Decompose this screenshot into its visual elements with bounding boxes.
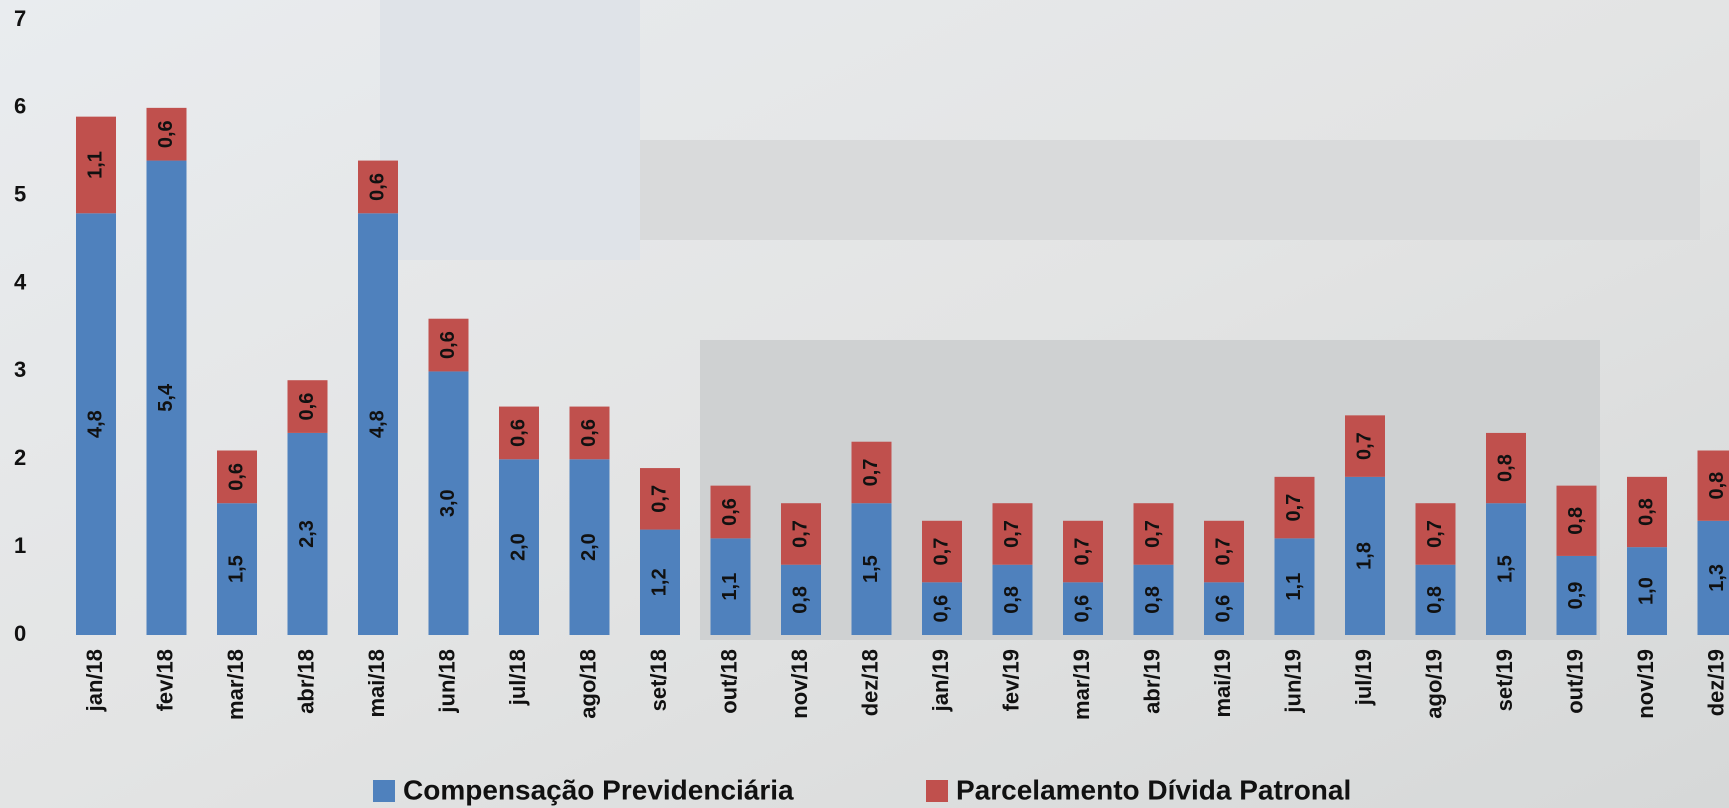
background-window (380, 0, 640, 260)
x-tick-label: dez/19 (1703, 649, 1728, 716)
y-tick-label: 5 (14, 182, 26, 207)
x-tick-label: jul/19 (1351, 649, 1376, 706)
data-label: 0,8 (1635, 498, 1657, 526)
y-tick-label: 1 (14, 533, 26, 558)
x-tick-label: abr/18 (293, 649, 318, 714)
x-tick-label: ago/18 (575, 649, 600, 719)
data-label: 0,8 (789, 586, 811, 614)
x-tick-label: out/19 (1562, 649, 1587, 714)
x-tick-label: mai/18 (364, 649, 389, 718)
data-label: 0,8 (1424, 586, 1446, 614)
data-label: 5,4 (155, 383, 177, 412)
data-label: 1,5 (225, 555, 247, 583)
data-label: 0,7 (1142, 520, 1164, 548)
data-label: 0,6 (225, 463, 247, 491)
chart: 0 1 2 3 4 5 6 7 4,8 1,1 jan/18 5,4 0,6 fev/18 1,5 0,6 ma… (0, 0, 1729, 808)
data-label: 2,0 (578, 533, 600, 561)
data-label: 2,0 (507, 533, 529, 561)
data-label: 0,6 (1212, 595, 1234, 623)
data-label: 0,7 (860, 459, 882, 487)
data-label: 1,0 (1635, 577, 1657, 605)
data-label: 0,6 (719, 498, 741, 526)
data-label: 0,7 (1071, 538, 1093, 566)
data-label: 0,6 (1071, 595, 1093, 623)
legend-label: Compensação Previdenciária (403, 774, 794, 805)
data-label: 0,7 (930, 538, 952, 566)
data-label: 1,1 (84, 151, 106, 179)
x-tick-label: dez/18 (857, 649, 882, 716)
data-label: 4,8 (84, 410, 106, 438)
data-label: 1,5 (860, 555, 882, 583)
x-tick-label: ago/19 (1421, 649, 1446, 719)
data-label: 0,6 (437, 331, 459, 359)
data-label: 0,7 (1424, 520, 1446, 548)
data-label: 0,9 (1565, 582, 1587, 610)
x-tick-label: nov/18 (787, 649, 812, 719)
data-label: 0,7 (1353, 432, 1375, 460)
x-tick-label: fev/18 (152, 649, 177, 711)
data-label: 0,7 (1001, 520, 1023, 548)
data-label: 0,6 (366, 173, 388, 201)
data-label: 0,7 (789, 520, 811, 548)
data-label: 0,8 (1001, 586, 1023, 614)
data-label: 1,2 (648, 568, 670, 596)
data-label: 0,6 (507, 419, 529, 447)
x-tick-label: abr/19 (1139, 649, 1164, 714)
x-tick-label: mar/19 (1069, 649, 1094, 720)
data-label: 0,8 (1706, 472, 1728, 500)
y-tick-label: 7 (14, 6, 26, 31)
y-tick-label: 2 (14, 445, 26, 470)
x-tick-label: out/18 (716, 649, 741, 714)
legend-swatch (926, 780, 948, 802)
data-label: 0,6 (296, 393, 318, 421)
x-tick-label: jun/19 (1280, 649, 1305, 714)
page: {"chart_data": {"type": "stacked-bar", "… (0, 0, 1729, 808)
data-label: 0,6 (155, 120, 177, 148)
x-tick-label: nov/19 (1633, 649, 1658, 719)
data-label: 0,7 (1283, 494, 1305, 522)
x-tick-label: jan/19 (928, 649, 953, 712)
data-label: 4,8 (366, 410, 388, 438)
y-tick-label: 0 (14, 621, 26, 646)
data-label: 1,1 (1283, 573, 1305, 601)
legend-label: Parcelamento Dívida Patronal (956, 774, 1351, 805)
data-label: 0,6 (930, 595, 952, 623)
x-tick-label: mar/18 (223, 649, 248, 720)
background-canopy (640, 140, 1700, 240)
x-tick-label: mai/19 (1210, 649, 1235, 718)
data-label: 1,8 (1353, 542, 1375, 570)
data-label: 0,8 (1494, 454, 1516, 482)
data-label: 0,7 (648, 485, 670, 513)
data-label: 1,3 (1706, 564, 1728, 592)
y-tick-label: 3 (14, 357, 26, 382)
x-tick-label: jan/18 (82, 649, 107, 712)
x-tick-label: fev/19 (998, 649, 1023, 711)
x-tick-label: set/18 (646, 649, 671, 711)
data-label: 1,1 (719, 573, 741, 601)
data-label: 1,5 (1494, 555, 1516, 583)
data-label: 0,6 (578, 419, 600, 447)
legend-swatch (373, 780, 395, 802)
x-tick-label: jul/18 (505, 649, 530, 706)
data-label: 0,7 (1212, 538, 1234, 566)
data-label: 0,8 (1142, 586, 1164, 614)
x-tick-label: set/19 (1492, 649, 1517, 711)
data-label: 3,0 (437, 489, 459, 517)
data-label: 2,3 (296, 520, 318, 548)
y-tick-label: 6 (14, 94, 26, 119)
x-tick-label: jun/18 (434, 649, 459, 714)
y-tick-label: 4 (14, 269, 27, 294)
data-label: 0,8 (1565, 507, 1587, 535)
